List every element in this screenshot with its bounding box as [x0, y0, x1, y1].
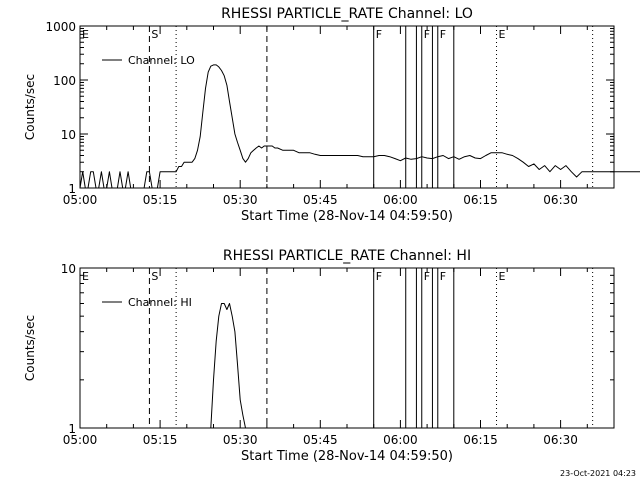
x-tick-label: 06:00: [383, 433, 418, 447]
panel-hi: RHESSI PARTICLE_RATE Channel: HI 05:00 05:…: [23, 248, 615, 464]
x-tick-label: 06:30: [543, 193, 578, 207]
event-marker-label: S: [151, 28, 158, 41]
event-marker-label: F: [376, 270, 382, 283]
legend-label: Channel: LO: [128, 54, 195, 67]
series-line: [79, 64, 640, 189]
plot-frame: [79, 267, 615, 429]
x-tick-label: 05:45: [303, 193, 338, 207]
y-tick-label: 10: [61, 128, 76, 142]
y-tick-label: 1000: [45, 20, 76, 34]
event-marker-label: E: [82, 28, 89, 41]
event-marker-label: F: [440, 270, 446, 283]
event-marker-label: F: [424, 28, 430, 41]
y-tick-label: 10: [61, 262, 76, 276]
y-axis-label: Counts/sec: [23, 315, 37, 381]
y-axis-label: Counts/sec: [23, 74, 37, 140]
x-tick-label: 05:30: [223, 193, 258, 207]
x-tick-label: 05:45: [303, 433, 338, 447]
x-axis-label: Start Time (28-Nov-14 04:59:50): [241, 209, 453, 224]
chart-title: RHESSI PARTICLE_RATE Channel: HI: [223, 248, 471, 264]
y-tick-label: 1: [68, 422, 76, 436]
x-tick-label: 06:00: [383, 193, 418, 207]
event-marker-label: F: [376, 28, 382, 41]
x-tick-label: 05:00: [63, 193, 98, 207]
x-tick-label: 06:15: [463, 433, 498, 447]
panel-lo: RHESSI PARTICLE_RATE Channel: LO 05:00 05:…: [23, 6, 640, 224]
x-axis-label: Start Time (28-Nov-14 04:59:50): [241, 449, 453, 464]
y-tick-label: 1: [68, 182, 76, 196]
event-marker-label: E: [499, 270, 506, 283]
x-tick-label: 05:15: [143, 193, 178, 207]
x-tick-label: 05:15: [143, 433, 178, 447]
event-marker-label: F: [440, 28, 446, 41]
chart-title: RHESSI PARTICLE_RATE Channel: LO: [221, 6, 473, 22]
event-marker-label: F: [424, 270, 430, 283]
x-tick-label: 05:30: [223, 433, 258, 447]
series-line: [210, 303, 246, 429]
x-tick-label: 06:15: [463, 193, 498, 207]
y-tick-label: 100: [53, 74, 76, 88]
event-marker-label: S: [151, 270, 158, 283]
legend-label: Channel: HI: [128, 296, 192, 309]
event-marker-label: E: [499, 28, 506, 41]
footer-date: 23-Oct-2021 04:23: [560, 469, 636, 478]
x-tick-label: 06:30: [543, 433, 578, 447]
x-tick-label: 05:00: [63, 433, 98, 447]
event-marker-label: E: [82, 270, 89, 283]
